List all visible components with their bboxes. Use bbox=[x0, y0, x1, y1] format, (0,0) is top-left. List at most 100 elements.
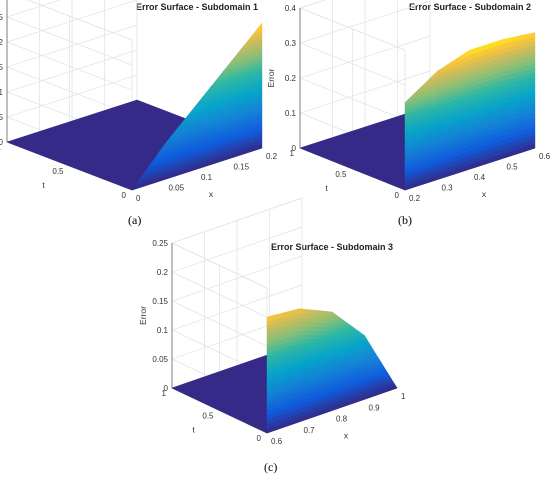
surface-patch bbox=[299, 317, 303, 323]
surface-patch bbox=[299, 338, 303, 344]
surface-patch bbox=[334, 379, 338, 385]
surface-patch bbox=[515, 35, 520, 42]
x-tick-label: 0.6 bbox=[539, 152, 550, 161]
surface-patch bbox=[307, 351, 311, 357]
surface-patch bbox=[494, 41, 498, 47]
surface-patch bbox=[326, 314, 330, 320]
surface-patch bbox=[526, 42, 530, 48]
surface-patch bbox=[348, 385, 352, 390]
surface-patch bbox=[299, 325, 303, 331]
surface-patch bbox=[477, 46, 482, 53]
surface-patch bbox=[323, 322, 327, 328]
surface-patch bbox=[326, 326, 330, 332]
surface-patch bbox=[299, 312, 303, 318]
surface-patch bbox=[312, 322, 317, 327]
z-tick-label: 0.25 bbox=[0, 13, 4, 22]
box-edge bbox=[26, 0, 133, 41]
surface-patch bbox=[353, 370, 357, 375]
surface-patch bbox=[523, 51, 528, 58]
z-tick-label: 0.1 bbox=[285, 109, 297, 118]
z-tick-label: 0.2 bbox=[0, 38, 4, 47]
surface-patch bbox=[320, 338, 325, 343]
surface-patch bbox=[318, 370, 322, 376]
surface-patch bbox=[310, 334, 314, 340]
surface-patch bbox=[513, 45, 517, 52]
surface-patch bbox=[348, 379, 352, 384]
surface-patch bbox=[323, 318, 327, 324]
surface-patch bbox=[299, 377, 303, 383]
z-tick-label: 0.2 bbox=[285, 74, 297, 83]
surface-patch bbox=[361, 379, 365, 383]
surface-patch bbox=[310, 375, 314, 381]
surface-patch bbox=[356, 373, 360, 378]
surface-patch bbox=[504, 60, 509, 67]
surface-patch bbox=[304, 325, 308, 331]
surface-patch bbox=[304, 355, 308, 361]
surface-patch bbox=[326, 361, 330, 367]
surface-patch bbox=[323, 377, 327, 383]
surface-patch bbox=[304, 317, 308, 323]
surface-patch bbox=[496, 40, 501, 47]
surface-patch bbox=[304, 313, 308, 319]
surface-patch bbox=[266, 316, 270, 322]
surface-patch bbox=[315, 362, 319, 368]
surface-patch bbox=[521, 39, 525, 45]
surface-patch bbox=[529, 32, 533, 39]
chart-title: Error Surface - Subdomain 1 bbox=[136, 2, 258, 12]
surface-patch bbox=[334, 386, 338, 392]
surface-patch bbox=[329, 322, 333, 328]
surface-patch bbox=[301, 334, 306, 340]
surface-patch bbox=[312, 317, 317, 323]
surface-patch bbox=[518, 39, 522, 46]
surface-patch bbox=[521, 57, 525, 63]
caption-a: (a) bbox=[128, 213, 142, 227]
t-axis-label: t bbox=[42, 180, 45, 190]
surface-patch bbox=[310, 367, 314, 373]
surface-patch bbox=[320, 354, 325, 359]
surface-patch bbox=[277, 313, 281, 319]
surface-patch bbox=[331, 387, 335, 392]
surface-patch bbox=[301, 372, 306, 379]
surface-patch bbox=[304, 321, 308, 327]
surface-patch bbox=[518, 53, 522, 59]
surface-patch bbox=[526, 33, 530, 39]
surface-patch bbox=[345, 369, 349, 374]
surface-patch bbox=[299, 343, 303, 349]
surface-patch bbox=[299, 364, 303, 370]
surface-patch bbox=[320, 350, 325, 355]
surface-patch bbox=[348, 373, 352, 378]
t-tick-label: 0.5 bbox=[202, 412, 214, 421]
surface-patch bbox=[304, 338, 308, 344]
surface-patch bbox=[513, 40, 517, 47]
surface-patch bbox=[366, 386, 371, 390]
surface-patch bbox=[310, 363, 314, 369]
surface-patch bbox=[312, 375, 317, 381]
surface-patch bbox=[310, 317, 314, 323]
surface-patch bbox=[504, 42, 509, 49]
surface-patch bbox=[307, 359, 311, 365]
surface-patch bbox=[337, 372, 341, 377]
surface-patch bbox=[342, 386, 346, 391]
surface-patch bbox=[521, 34, 525, 41]
surface-patch bbox=[315, 378, 319, 384]
surface-patch bbox=[320, 326, 325, 331]
surface-patch bbox=[323, 349, 327, 355]
surface-patch bbox=[331, 394, 335, 400]
surface-patch bbox=[334, 376, 338, 381]
surface-patch bbox=[312, 383, 317, 389]
surface-patch bbox=[301, 368, 306, 374]
surface-patch bbox=[304, 351, 308, 357]
surface-patch bbox=[361, 381, 365, 386]
surface-patch bbox=[339, 389, 344, 395]
surface-patch bbox=[329, 364, 333, 370]
surface-patch bbox=[529, 55, 533, 61]
z-tick-label: 0.1 bbox=[0, 88, 4, 97]
surface-patch bbox=[312, 387, 317, 393]
surface-patch bbox=[513, 72, 517, 79]
t-axis-label: t bbox=[192, 425, 195, 435]
surface-patch bbox=[369, 388, 373, 392]
surface-patch bbox=[523, 47, 528, 54]
surface-patch bbox=[301, 355, 306, 361]
z-tick-label: 0.3 bbox=[285, 39, 297, 48]
surface-patch bbox=[315, 342, 319, 348]
